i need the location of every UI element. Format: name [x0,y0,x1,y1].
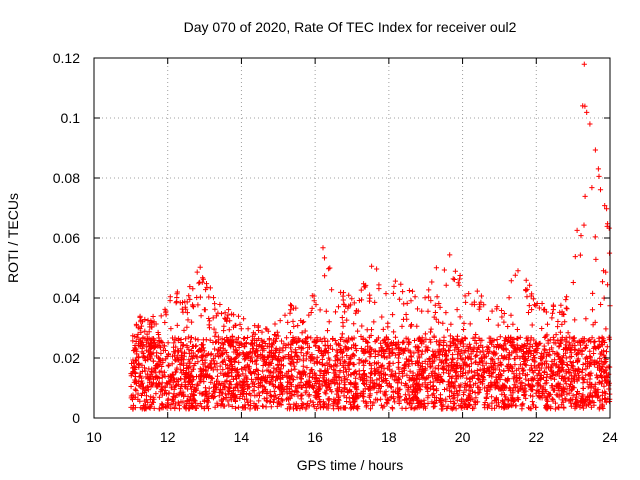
grid-lines [94,58,610,418]
y-tick-label: 0.12 [53,50,80,66]
scatter-markers [128,61,613,412]
x-tick-label: 18 [381,429,397,445]
y-tick-label: 0.06 [53,230,80,246]
x-tick-label: 12 [160,429,176,445]
y-tick-label: 0 [72,410,80,426]
y-tick-label: 0.02 [53,350,80,366]
y-tick-label: 0.04 [53,290,80,306]
x-axis-label: GPS time / hours [297,457,404,473]
y-axis-label: ROTI / TECUs [5,193,21,283]
x-tick-label: 22 [528,429,544,445]
chart-title: Day 070 of 2020, Rate Of TEC Index for r… [184,19,517,35]
x-tick-label: 14 [234,429,250,445]
x-tick-label: 16 [307,429,323,445]
x-tick-label: 24 [602,429,618,445]
y-ticks: 0 0.02 0.04 0.06 0.08 0.1 0.12 [53,50,610,426]
y-tick-label: 0.08 [53,170,80,186]
y-tick-label: 0.1 [61,110,81,126]
x-tick-label: 20 [455,429,471,445]
x-ticks: 10 12 14 16 18 20 22 24 [86,58,618,445]
x-tick-label: 10 [86,429,102,445]
data-points [128,61,613,412]
